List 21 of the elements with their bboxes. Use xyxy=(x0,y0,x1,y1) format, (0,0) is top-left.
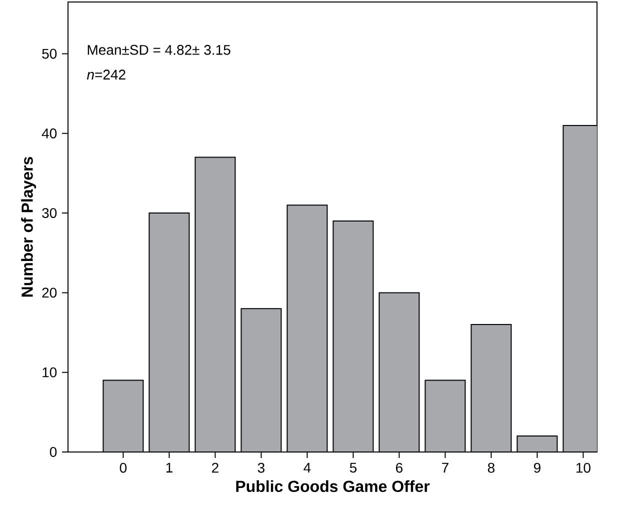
x-tick-label: 9 xyxy=(534,462,540,473)
x-tick-label: 7 xyxy=(442,462,448,472)
x-tick-label: 3 xyxy=(258,462,264,473)
x-tick-label: 1 xyxy=(166,462,172,472)
y-tick-label: 20 xyxy=(42,288,57,298)
x-tick-label: 2 xyxy=(212,462,218,473)
x-tick-label: 0 xyxy=(120,462,127,473)
x-tick-label: 5 xyxy=(350,462,357,473)
y-axis-title: Number of Players xyxy=(21,156,36,297)
x-axis-title: Public Goods Game Offer xyxy=(236,480,430,492)
x-tick-label: 8 xyxy=(488,462,494,473)
x-tick-label: 4 xyxy=(304,462,311,472)
y-tick-label: 50 xyxy=(42,48,57,59)
annotation: n=242 xyxy=(86,70,126,80)
annotation: Mean±SD = 4.82± 3.15 xyxy=(88,44,230,55)
y-tick-label: 10 xyxy=(42,367,57,378)
y-tick-label: 0 xyxy=(50,447,57,457)
x-tick-label: 6 xyxy=(396,462,402,473)
y-tick-label: 30 xyxy=(42,208,57,218)
y-tick-label: 40 xyxy=(42,128,57,138)
x-tick-label: 10 xyxy=(576,462,590,473)
